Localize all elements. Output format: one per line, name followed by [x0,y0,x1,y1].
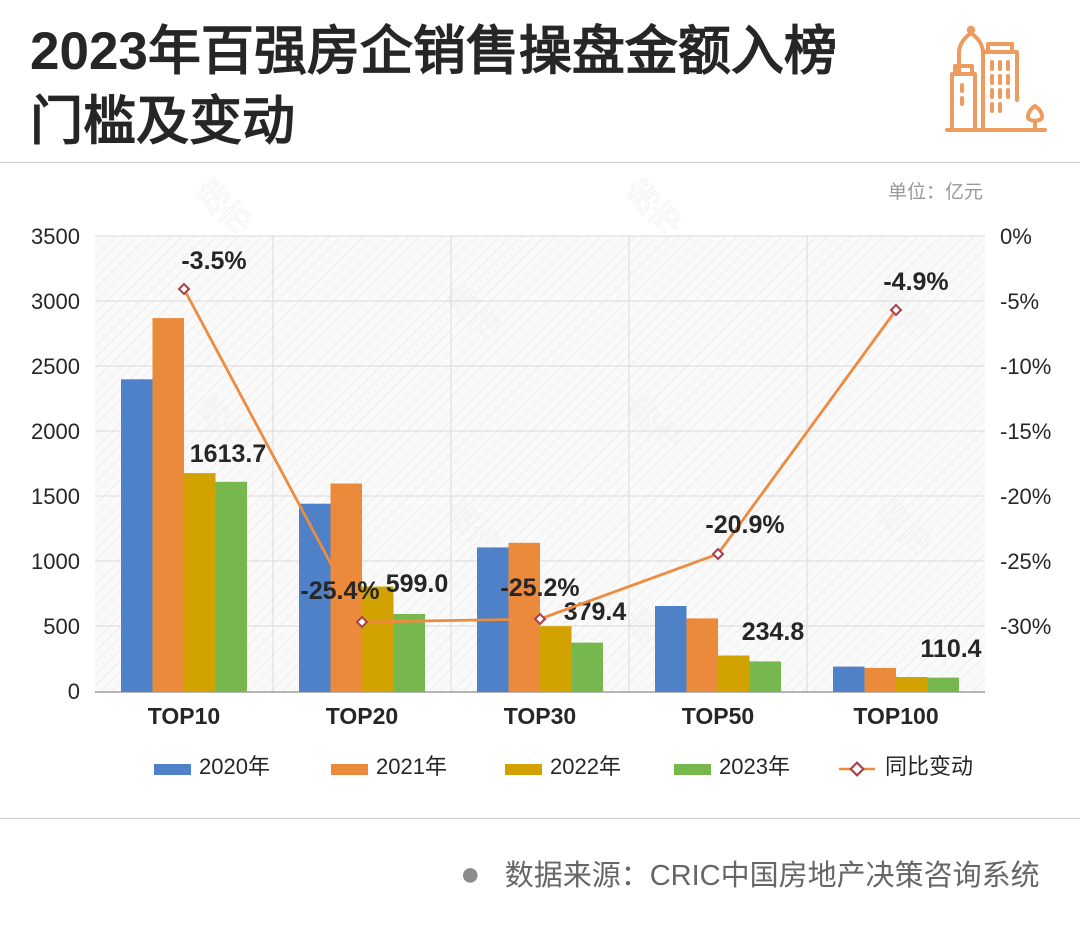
svg-text:-25.2%: -25.2% [500,574,579,602]
svg-text:1000: 1000 [31,549,80,574]
svg-text:3000: 3000 [31,289,80,314]
svg-text:1613.7: 1613.7 [190,440,266,468]
svg-text:0: 0 [68,679,80,704]
svg-text:379.4: 379.4 [564,598,627,626]
svg-text:2500: 2500 [31,354,80,379]
svg-text:-20.9%: -20.9% [705,511,784,539]
svg-text:234.8: 234.8 [742,618,805,646]
svg-text:1500: 1500 [31,484,80,509]
svg-text:599.0: 599.0 [386,570,449,598]
svg-text:3500: 3500 [31,224,80,249]
svg-text:0%: 0% [1000,224,1032,249]
svg-text:-25.4%: -25.4% [300,577,379,605]
svg-text:-25%: -25% [1000,549,1051,574]
svg-text:-4.9%: -4.9% [883,268,948,296]
svg-text:-5%: -5% [1000,289,1039,314]
svg-text:-20%: -20% [1000,484,1051,509]
svg-text:110.4: 110.4 [920,635,981,663]
svg-text:-3.5%: -3.5% [181,247,246,275]
svg-text:-15%: -15% [1000,419,1051,444]
svg-text:2000: 2000 [31,419,80,444]
svg-text:-10%: -10% [1000,354,1051,379]
svg-text:500: 500 [43,614,80,639]
svg-text:-30%: -30% [1000,614,1051,639]
